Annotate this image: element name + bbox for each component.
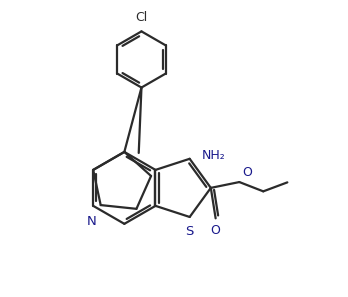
Text: O: O	[242, 166, 252, 179]
Text: N: N	[87, 215, 96, 228]
Text: S: S	[185, 225, 194, 238]
Text: Cl: Cl	[135, 11, 148, 24]
Text: NH₂: NH₂	[202, 149, 226, 162]
Text: O: O	[211, 225, 221, 238]
